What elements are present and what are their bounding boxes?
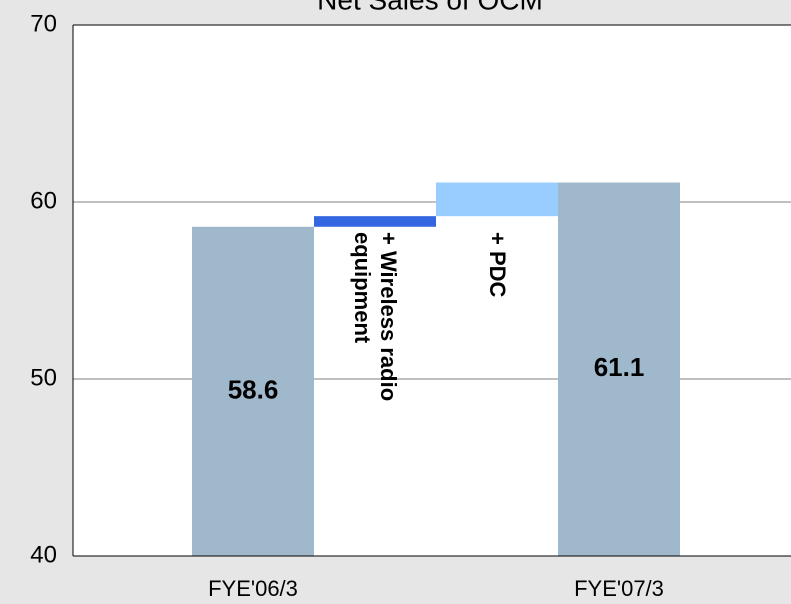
y-tick-label: 40 [30, 541, 57, 568]
bar [192, 226, 314, 556]
y-tick-label: 70 [30, 10, 57, 37]
category-label: + Wireless radio equipment [350, 232, 401, 402]
bar [314, 216, 436, 227]
chart-title: Net Sales of OCM [317, 0, 543, 15]
data-label: 58.6 [228, 374, 279, 404]
y-tick-label: 50 [30, 364, 57, 391]
plot-area [73, 25, 791, 556]
bar [558, 182, 680, 556]
x-tick-label: FYE'07/3 [574, 576, 664, 601]
bar [436, 182, 558, 217]
data-label: 61.1 [594, 352, 645, 382]
y-tick-label: 60 [30, 187, 57, 214]
category-label: + PDC [485, 232, 510, 298]
x-tick-label: FYE'06/3 [208, 576, 298, 601]
